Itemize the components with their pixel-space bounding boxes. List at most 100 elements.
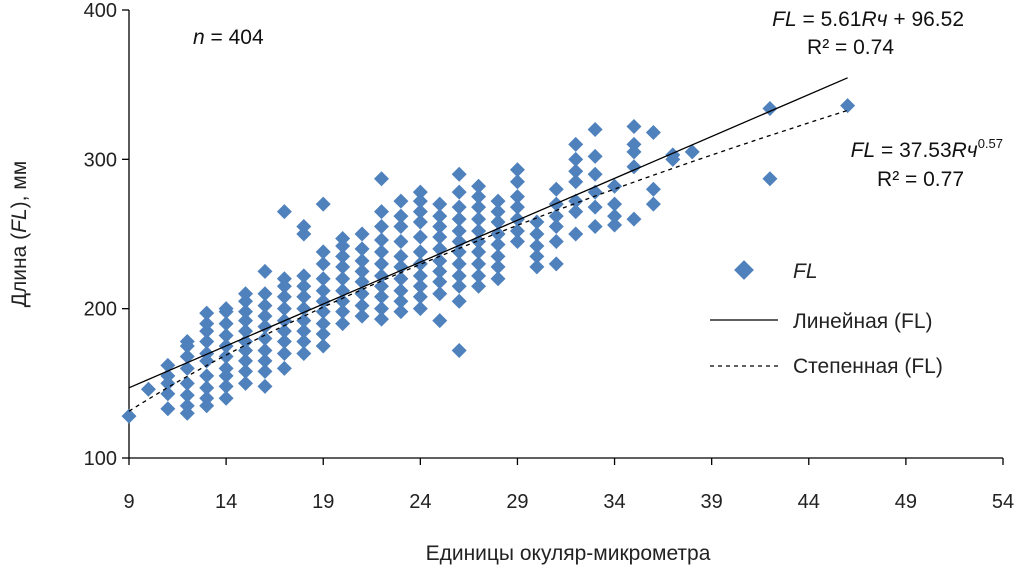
data-point [373, 244, 389, 260]
data-point [451, 293, 467, 309]
data-point [315, 283, 331, 299]
data-point [451, 211, 467, 227]
data-point [238, 286, 254, 302]
data-point [529, 226, 545, 242]
data-point [471, 199, 487, 215]
legend: FL Линейная (FL) Степенная (FL) [710, 260, 943, 378]
data-point [354, 241, 370, 257]
data-point [451, 166, 467, 182]
x-tick-label: 44 [798, 491, 820, 513]
data-point [412, 289, 428, 305]
linear-r2-annotation: R² = 0.74 [807, 36, 894, 59]
data-point [412, 268, 428, 284]
data-point [373, 219, 389, 235]
data-point [199, 368, 215, 384]
data-point [471, 244, 487, 260]
data-point [199, 345, 215, 361]
data-point [412, 184, 428, 200]
linear-trendline [128, 77, 848, 389]
data-point [238, 323, 254, 339]
data-point [432, 286, 448, 302]
data-point [645, 124, 661, 140]
data-point [490, 193, 506, 209]
x-tick-label: 39 [701, 491, 723, 513]
data-point [218, 301, 234, 317]
data-point [199, 390, 215, 406]
data-point [393, 248, 409, 264]
y-axis-ticks: 100 200 300 400 [84, 0, 129, 470]
data-point [607, 196, 623, 212]
data-point [626, 159, 642, 175]
x-tick-label: 9 [123, 491, 134, 513]
data-point [432, 253, 448, 269]
data-point [199, 334, 215, 350]
data-point [276, 301, 292, 317]
data-point [335, 230, 351, 246]
data-point [626, 211, 642, 227]
data-point [393, 193, 409, 209]
x-tick-label: 29 [506, 491, 528, 513]
data-point [509, 233, 525, 249]
data-point [315, 304, 331, 320]
data-point [276, 204, 292, 220]
data-point [257, 342, 273, 358]
data-point [373, 301, 389, 317]
data-point [296, 313, 312, 329]
data-point [335, 248, 351, 264]
data-point [276, 271, 292, 287]
data-point [548, 208, 564, 224]
data-point [587, 148, 603, 164]
data-point [432, 229, 448, 245]
data-point [432, 219, 448, 235]
data-point [373, 311, 389, 327]
data-point [762, 171, 778, 187]
data-point [432, 196, 448, 212]
data-point [335, 304, 351, 320]
data-point [568, 163, 584, 179]
data-point [218, 316, 234, 332]
data-point [199, 305, 215, 321]
data-point [548, 181, 564, 197]
data-point [373, 171, 389, 187]
data-point [393, 219, 409, 235]
x-tick-label: 19 [312, 491, 334, 513]
data-point [315, 196, 331, 212]
linear-equation-annotation: FL = 5.61Rч + 96.52 [772, 8, 964, 31]
data-point [509, 189, 525, 205]
data-point [335, 316, 351, 332]
data-point [451, 342, 467, 358]
data-point [238, 304, 254, 320]
data-point [354, 298, 370, 314]
data-point [451, 199, 467, 215]
data-point [354, 263, 370, 279]
data-point [451, 256, 467, 272]
data-point [393, 293, 409, 309]
data-point [412, 229, 428, 245]
data-point [179, 398, 195, 414]
data-point [257, 363, 273, 379]
data-point [451, 278, 467, 294]
legend-marker-fl [734, 260, 754, 280]
data-point [257, 263, 273, 279]
axes [128, 10, 1003, 459]
data-point [568, 174, 584, 190]
data-point [354, 286, 370, 302]
data-point [548, 256, 564, 272]
data-point [218, 348, 234, 364]
data-point [412, 204, 428, 220]
data-point [509, 162, 525, 178]
data-point [354, 253, 370, 269]
data-point [529, 259, 545, 275]
x-axis-title: Единицы окуляр-микрометра [426, 542, 711, 565]
data-point [315, 244, 331, 260]
data-point [490, 259, 506, 275]
data-point [393, 233, 409, 249]
data-point [199, 380, 215, 396]
data-point [607, 217, 623, 233]
data-point [451, 184, 467, 200]
data-point [276, 289, 292, 305]
power-r2-annotation: R² = 0.77 [877, 168, 964, 191]
data-point [315, 316, 331, 332]
data-point [432, 274, 448, 290]
